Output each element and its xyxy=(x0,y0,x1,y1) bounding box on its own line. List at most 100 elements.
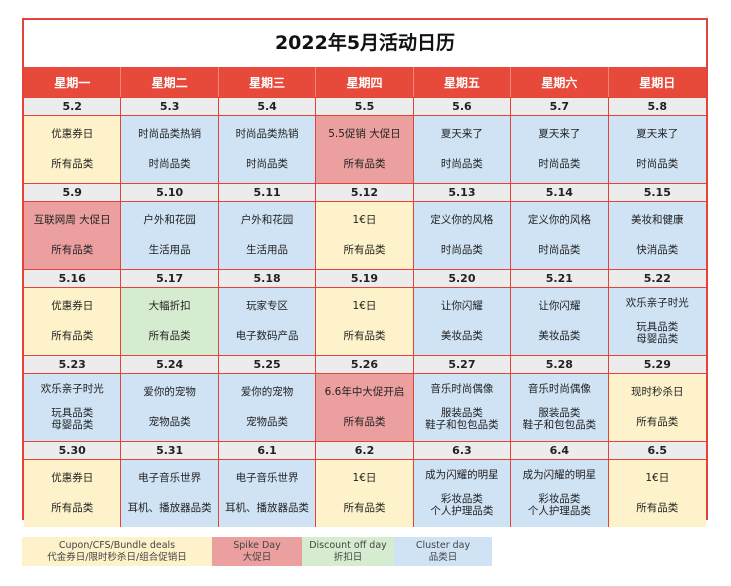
event-category: 宠物品类 xyxy=(148,415,191,428)
event-cell-coupon: 优惠券日 所有品类 xyxy=(24,460,122,527)
event-title: 6.6年中大促开启 xyxy=(324,386,405,399)
event-cell-discount: 大幅折扣 所有品类 xyxy=(121,288,219,355)
event-title: 1€日 xyxy=(352,300,377,313)
event-category: 彩妆品类 个人护理品类 xyxy=(527,492,591,518)
event-cell-cluster: 时尚品类热销 时尚品类 xyxy=(218,116,317,183)
date-label: 6.1 xyxy=(219,442,317,459)
calendar-week: 5.30 5.31 6.1 6.2 6.3 6.4 6.5 优惠券日 所有品类 电子音乐世界 耳机、… xyxy=(24,441,706,527)
date-label: 5.24 xyxy=(121,356,219,373)
legend-item-spike: Spike Day 大促日 xyxy=(212,537,302,566)
event-title: 优惠券日 xyxy=(51,300,94,313)
event-title: 5.5促销 大促日 xyxy=(328,128,401,141)
event-title: 定义你的风格 xyxy=(527,214,591,227)
calendar-weeks: 5.2 5.3 5.4 5.5 5.6 5.7 5.8 优惠券日 所有品类 时尚品类热销 时尚品类时… xyxy=(24,97,706,527)
date-label: 5.31 xyxy=(121,442,219,459)
date-label: 5.13 xyxy=(414,184,512,201)
event-cell-coupon: 1€日 所有品类 xyxy=(316,460,414,527)
event-cell-cluster: 电子音乐世界 耳机、播放器品类 xyxy=(121,460,219,527)
event-title: 夏天来了 xyxy=(636,128,679,141)
event-cell-cluster: 美妆和健康 快消品类 xyxy=(608,202,706,269)
date-label: 5.15 xyxy=(643,186,671,199)
event-title: 时尚品类热销 xyxy=(235,128,299,141)
date-label: 6.2 xyxy=(316,442,414,459)
date-label: 5.17 xyxy=(121,270,219,287)
event-title: 音乐时尚偶像 xyxy=(527,383,591,396)
event-cell-cluster: 爱你的宠物 宠物品类 xyxy=(218,374,317,441)
event-cell-cluster: 电子音乐世界 耳机、播放器品类 xyxy=(218,460,317,527)
legend-item-discount: Discount off day 折扣日 xyxy=(302,537,394,566)
event-category: 耳机、播放器品类 xyxy=(127,501,212,514)
event-cell-coupon: 1€日所有品类 xyxy=(608,460,706,527)
event-title: 优惠券日 xyxy=(51,472,94,485)
event-row: 互联网周 大促日 所有品类 户外和花园 生活用品 户外和花园 生活用品 1€日 所有品类 定义你… xyxy=(24,201,706,269)
event-category: 宠物品类 xyxy=(246,415,289,428)
event-title: 玩家专区 xyxy=(246,300,289,313)
event-category: 所有品类 xyxy=(51,157,94,170)
event-cell-coupon: 1€日 所有品类 xyxy=(316,288,414,355)
event-title: 爱你的宠物 xyxy=(143,386,196,399)
date-row: 5.23 5.24 5.25 5.26 5.27 5.28 5.29 xyxy=(24,355,706,373)
event-category: 美妆品类 xyxy=(440,329,483,342)
event-category: 耳机、播放器品类 xyxy=(225,501,310,514)
event-category: 时尚品类 xyxy=(636,157,679,170)
event-cell-coupon: 1€日 所有品类 xyxy=(316,202,414,269)
date-label: 5.19 xyxy=(316,270,414,287)
event-cell-cluster: 户外和花园 生活用品 xyxy=(218,202,317,269)
event-title: 夏天来了 xyxy=(538,128,581,141)
event-title: 互联网周 大促日 xyxy=(33,214,111,227)
event-category: 电子数码产品 xyxy=(235,329,299,342)
event-cell-cluster: 让你闪耀 美妆品类 xyxy=(413,288,512,355)
event-cell-cluster: 欢乐亲子时光 玩具品类 母婴品类 xyxy=(608,288,706,355)
event-title: 1€日 xyxy=(645,472,670,485)
date-label: 5.14 xyxy=(511,184,609,201)
date-label: 5.9 xyxy=(24,184,122,201)
date-row: 5.2 5.3 5.4 5.5 5.6 5.7 5.8 xyxy=(24,97,706,115)
weekday-header: 星期一 xyxy=(24,67,122,97)
event-cell-coupon: 优惠券日 所有品类 xyxy=(24,288,122,355)
event-cell-cluster: 时尚品类热销 时尚品类 xyxy=(121,116,219,183)
date-label: 5.10 xyxy=(121,184,219,201)
date-label: 5.18 xyxy=(219,270,317,287)
date-label: 5.27 xyxy=(414,356,512,373)
event-category: 时尚品类 xyxy=(440,243,483,256)
date-label: 5.11 xyxy=(219,184,317,201)
event-category: 时尚品类 xyxy=(538,243,581,256)
event-title: 让你闪耀 xyxy=(440,300,483,313)
event-title: 成为闪耀的明星 xyxy=(522,469,597,482)
event-cell-cluster: 夏天来了 时尚品类 xyxy=(511,116,609,183)
event-cell-spike: 6.6年中大促开启 所有品类 xyxy=(316,374,414,441)
date-row: 5.30 5.31 6.1 6.2 6.3 6.4 6.5 xyxy=(24,441,706,459)
date-label: 5.23 xyxy=(24,356,122,373)
event-cell-spike: 互联网周 大促日 所有品类 xyxy=(24,202,122,269)
legend-item-cluster: Cluster day 品类日 xyxy=(394,537,492,566)
event-cell-cluster: 成为闪耀的明星彩妆品类 个人护理品类 xyxy=(511,460,609,527)
date-label: 5.6 xyxy=(414,98,512,115)
legend-label-zh: 品类日 xyxy=(428,551,458,563)
event-row: 优惠券日 所有品类 时尚品类热销 时尚品类 时尚品类热销 时尚品类 5.5促销 大促日 所有品… xyxy=(24,115,706,183)
event-title: 美妆和健康 xyxy=(631,214,684,227)
date-row: 5.16 5.17 5.18 5.19 5.20 5.21 5.22 xyxy=(24,269,706,287)
weekday-header-row: 星期一 星期二 星期三 星期四 星期五 星期六 星期日 xyxy=(24,67,706,97)
date-label: 5.4 xyxy=(219,98,317,115)
event-cell-cluster: 户外和花园 生活用品 xyxy=(121,202,219,269)
date-label: 5.7 xyxy=(511,98,609,115)
event-category: 生活用品 xyxy=(148,243,191,256)
event-cell-cluster: 夏天来了 时尚品类 xyxy=(413,116,512,183)
event-title: 电子音乐世界 xyxy=(138,472,202,485)
weekday-header: 星期二 xyxy=(121,67,219,97)
date-label: 5.22 xyxy=(643,272,671,285)
event-category: 时尚品类 xyxy=(148,157,191,170)
event-category: 所有品类 xyxy=(51,329,94,342)
event-row: 欢乐亲子时光 玩具品类 母婴品类 爱你的宠物 宠物品类 爱你的宠物 宠物品类 6.6年中大促… xyxy=(24,373,706,441)
event-title: 成为闪耀的明星 xyxy=(425,469,499,482)
date-label: 5.25 xyxy=(219,356,317,373)
event-category: 所有品类 xyxy=(343,243,386,256)
legend-label-zh: 大促日 xyxy=(242,551,272,563)
event-category: 时尚品类 xyxy=(440,157,483,170)
date-label: 5.8 xyxy=(647,100,668,113)
legend-label-en: Spike Day xyxy=(233,539,281,551)
date-label: 5.20 xyxy=(414,270,512,287)
event-cell-coupon: 现时秒杀日 所有品类 xyxy=(608,374,706,441)
date-label: 5.3 xyxy=(121,98,219,115)
event-category: 所有品类 xyxy=(636,501,679,514)
